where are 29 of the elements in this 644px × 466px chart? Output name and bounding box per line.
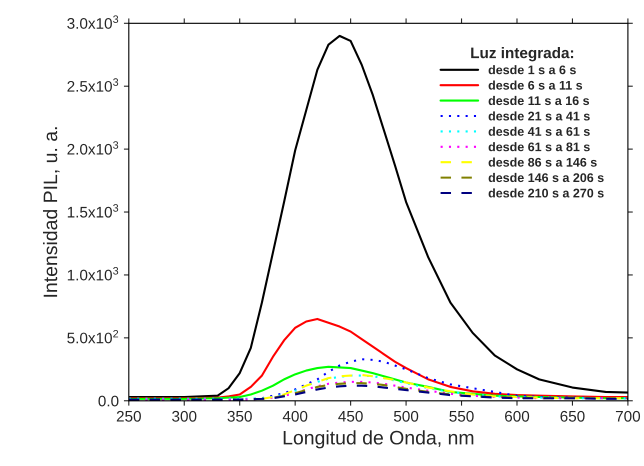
x-axis-title: Longitud de Onda, nm bbox=[284, 430, 474, 448]
y-tick-label: 3.0x10$^{3}$ bbox=[67, 15, 118, 29]
y-tick-label: 0.0 bbox=[98, 396, 118, 406]
legend-label: desde 61 s a 81 s bbox=[488, 142, 590, 152]
y-tick-label: 5.0x10$^{2}$ bbox=[67, 330, 118, 344]
y-tick-label: 1.5x10$^{3}$ bbox=[68, 204, 118, 218]
legend-label: desde 86 s a 146 s bbox=[488, 158, 597, 167]
legend-label: desde 1 s a 6 s bbox=[488, 65, 576, 74]
x-tick-label: 650 bbox=[560, 410, 585, 422]
x-tick-label: 300 bbox=[172, 410, 196, 422]
x-tick-label: 250 bbox=[116, 410, 141, 422]
legend-label: desde 21 s a 41 s bbox=[488, 111, 590, 120]
legend-title: Luz integrada: bbox=[471, 47, 574, 62]
y-tick-label: 2.5x10$^{3}$ bbox=[67, 78, 118, 92]
legend-label: desde 6 s a 11 s bbox=[488, 80, 582, 90]
x-tick-label: 400 bbox=[282, 410, 308, 422]
x-tick-label: 600 bbox=[505, 410, 530, 422]
legend-label: desde 11 s a 16 s bbox=[488, 96, 590, 106]
legend-label: desde 146 s a 206 s bbox=[488, 172, 604, 182]
y-tick-label: 1.0x10$^{3}$ bbox=[68, 267, 118, 280]
x-tick-label: 550 bbox=[449, 410, 474, 422]
legend-label: desde 41 s a 61 s bbox=[488, 126, 590, 136]
x-tick-label: 700 bbox=[616, 410, 640, 422]
y-axis-title: Intensidad PIL, u. a. bbox=[42, 127, 60, 297]
x-tick-label: 350 bbox=[228, 410, 252, 422]
legend-label: desde 210 s a 270 s bbox=[488, 188, 604, 198]
x-tick-label: 500 bbox=[394, 410, 418, 422]
x-tick-label: 450 bbox=[338, 410, 363, 422]
y-tick-label: 2.0x10$^{3}$ bbox=[67, 141, 118, 155]
